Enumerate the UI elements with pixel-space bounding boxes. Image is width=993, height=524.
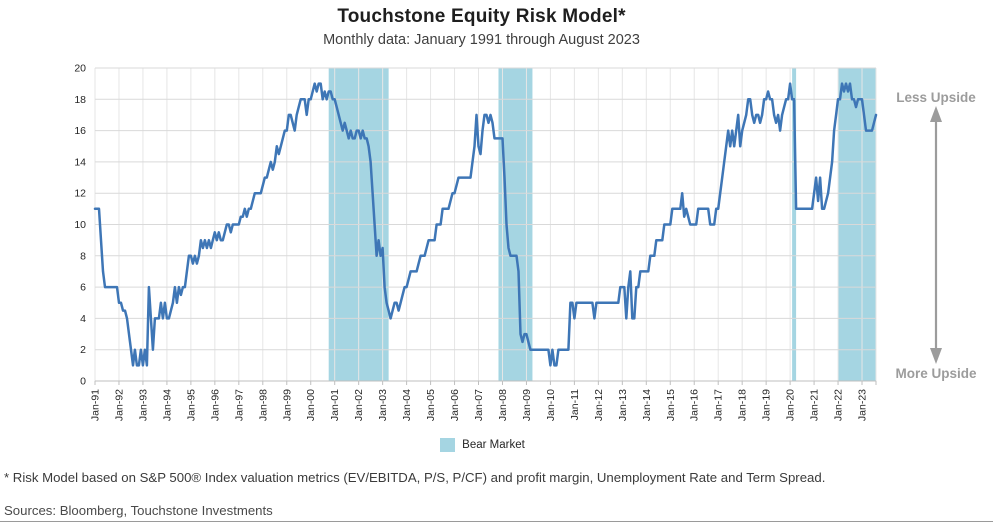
x-tick-label: Jan-17 — [713, 389, 725, 421]
x-tick-label: Jan-95 — [185, 389, 197, 421]
chart-legend: Bear Market — [0, 438, 993, 452]
y-tick-label: 10 — [74, 219, 86, 231]
x-tick-label: Jan-16 — [689, 389, 701, 421]
x-tick-label: Jan-04 — [401, 389, 413, 421]
y-tick-label: 0 — [80, 376, 86, 388]
y-tick-label: 12 — [74, 188, 86, 200]
x-tick-label: Jan-00 — [305, 389, 317, 421]
y-tick-label: 20 — [74, 63, 86, 75]
plot-layer: 0 2 4 6 8 10 12 14 16 18 20 Jan-91 Jan-92 Jan-93 Jan-9… — [74, 63, 878, 421]
arrow-down-head — [930, 348, 942, 364]
x-tick-label: Jan-91 — [90, 389, 102, 421]
risk-model-line — [93, 82, 878, 367]
x-tick-label: Jan-98 — [257, 389, 269, 421]
x-tick-label: Jan-94 — [161, 389, 173, 421]
page-title: Touchstone Equity Risk Model* — [337, 6, 626, 27]
x-tick-label: Jan-08 — [497, 389, 509, 421]
x-tick-label: Jan-21 — [809, 389, 821, 421]
bear-market-legend-label: Bear Market — [462, 439, 525, 451]
x-tick-label: Jan-93 — [137, 389, 149, 421]
y-tick-label: 4 — [80, 313, 86, 325]
x-tick-label: Jan-96 — [209, 389, 221, 421]
bottom-divider — [0, 521, 993, 522]
upside-arrow — [930, 106, 942, 364]
risk-model-footnote: * Risk Model based on S&P 500® Index val… — [4, 470, 826, 485]
x-tick-label: Jan-11 — [569, 389, 581, 420]
x-tick-label: Jan-06 — [449, 389, 461, 421]
x-tick-label: Jan-12 — [593, 389, 605, 421]
y-tick-label: 6 — [80, 282, 86, 294]
x-tick-label: Jan-92 — [113, 389, 125, 421]
x-tick-label: Jan-97 — [233, 389, 245, 421]
y-tick-label: 14 — [74, 156, 86, 168]
x-tick-label: Jan-23 — [857, 389, 869, 421]
x-tick-label: Jan-19 — [761, 389, 773, 421]
x-tick-label: Jan-99 — [281, 389, 293, 421]
x-tick-label: Jan-15 — [665, 389, 677, 421]
sources-line: Sources: Bloomberg, Touchstone Investmen… — [4, 503, 273, 518]
x-tick-label: Jan-18 — [737, 389, 749, 421]
x-tick-label: Jan-20 — [785, 389, 797, 421]
less-upside-label: Less Upside — [896, 90, 976, 105]
y-tick-label: 2 — [80, 344, 86, 356]
y-tick-label: 18 — [74, 94, 86, 106]
bear-market-swatch-icon — [440, 438, 456, 452]
x-tick-label: Jan-02 — [353, 389, 365, 421]
x-tick-label: Jan-10 — [545, 389, 557, 421]
x-tick-label: Jan-05 — [425, 389, 437, 421]
page-subtitle: Monthly data: January 1991 through Augus… — [323, 32, 640, 48]
x-tick-label: Jan-22 — [833, 389, 845, 421]
y-tick-label: 16 — [74, 125, 86, 137]
x-tick-label: Jan-03 — [377, 389, 389, 421]
x-tick-label: Jan-13 — [617, 389, 629, 421]
y-tick-label: 8 — [80, 250, 86, 262]
x-tick-label: Jan-14 — [641, 389, 653, 421]
chart-header: Touchstone Equity Risk Model* Monthly da… — [0, 6, 993, 48]
x-tick-label: Jan-09 — [521, 389, 533, 421]
x-tick-label: Jan-07 — [473, 389, 485, 421]
x-tick-label: Jan-01 — [329, 389, 341, 421]
arrow-up-head — [930, 106, 942, 122]
more-upside-label: More Upside — [895, 366, 977, 381]
